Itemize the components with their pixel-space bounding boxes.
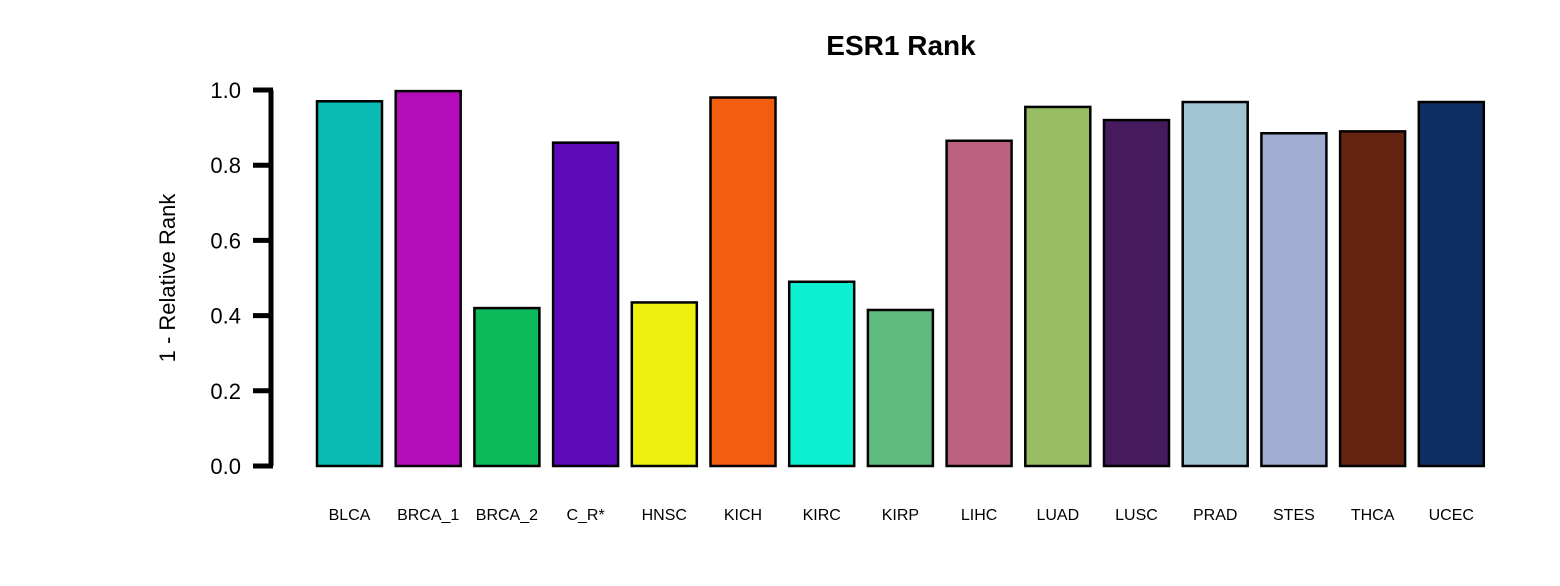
y-tick-label: 0.4 — [210, 304, 241, 329]
bar-prad — [1181, 100, 1249, 468]
x-tick-label: BRCA_2 — [476, 507, 538, 524]
x-tick-label: BRCA_1 — [397, 507, 459, 524]
bar-luad — [1024, 105, 1092, 468]
bar-lusc — [1102, 118, 1171, 468]
bar-kirc — [787, 280, 856, 468]
x-tick-label: THCA — [1351, 507, 1395, 524]
bar-kirp — [866, 308, 935, 468]
chart-title: ESR1 Rank — [826, 30, 976, 61]
x-tick-labels: BLCA BRCA_1 BRCA_2 C_R* HNSC KICH KIRC KIRP LIHC… — [329, 507, 1474, 524]
bar-brca-2 — [473, 306, 541, 468]
bar-stes — [1260, 131, 1328, 468]
y-axis-label: 1 - Relative Rank — [155, 193, 180, 363]
bars — [315, 89, 1486, 468]
y-tick-label: 0.6 — [210, 228, 241, 253]
x-tick-label: LIHC — [961, 507, 997, 524]
x-tick-label: STES — [1273, 507, 1315, 524]
bar-lihc — [945, 139, 1013, 468]
bar-hnsc — [630, 301, 699, 468]
bar-thca — [1338, 130, 1407, 468]
x-tick-label: LUAD — [1036, 507, 1079, 524]
x-tick-label: HNSC — [642, 507, 687, 524]
x-tick-label: KIRP — [882, 507, 919, 524]
y-tick-label: 1.0 — [210, 78, 241, 103]
x-tick-label: C_R* — [566, 507, 604, 524]
x-tick-label: LUSC — [1115, 507, 1158, 524]
x-tick-label: PRAD — [1193, 507, 1237, 524]
x-tick-label: KICH — [724, 507, 762, 524]
bar-kich — [709, 96, 777, 468]
bar-ucec — [1417, 100, 1486, 468]
y-axis: 0.0 0.2 0.4 0.6 0.8 1.0 — [210, 78, 274, 479]
bar-blca — [315, 100, 384, 468]
x-tick-label: UCEC — [1429, 507, 1474, 524]
y-tick-label: 0.2 — [210, 379, 241, 404]
x-tick-label: KIRC — [803, 507, 841, 524]
x-tick-label: BLCA — [329, 507, 371, 524]
y-tick-label: 0.0 — [210, 454, 241, 479]
bar-brca-1 — [394, 89, 462, 468]
y-tick-label: 0.8 — [210, 153, 241, 178]
bar-c-r — [551, 141, 620, 468]
